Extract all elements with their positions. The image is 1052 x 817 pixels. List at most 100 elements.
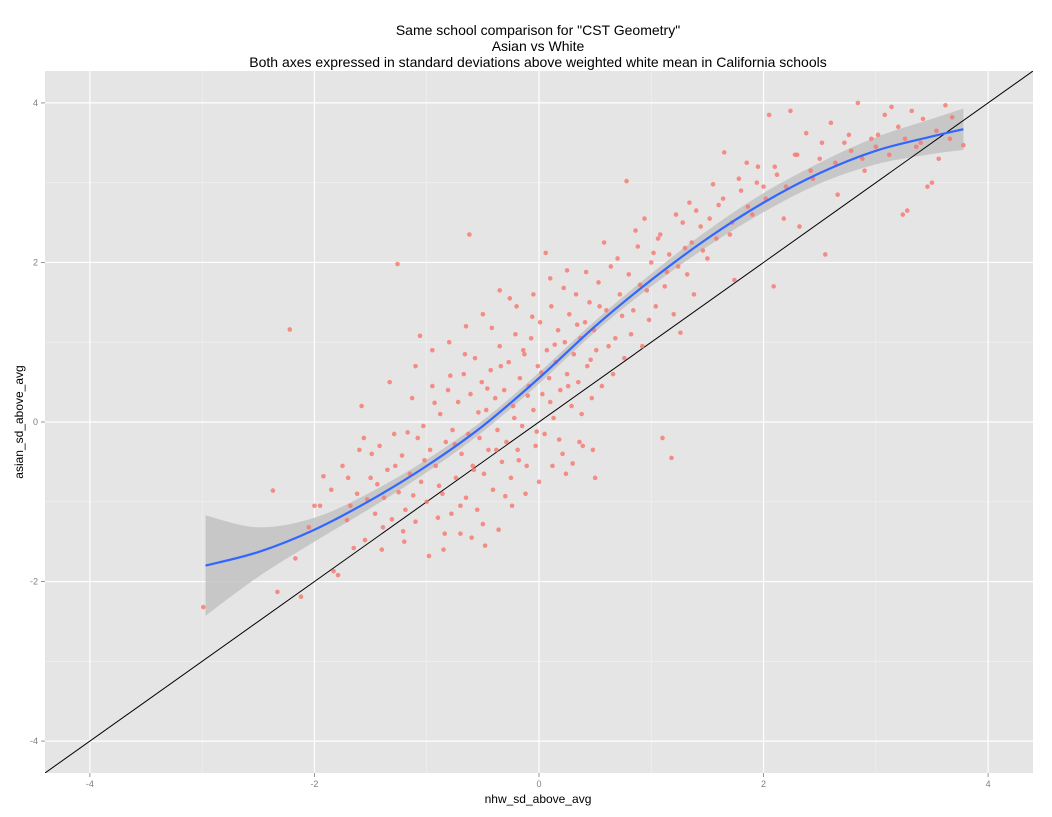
data-point (900, 212, 906, 217)
data-point (331, 568, 336, 574)
data-point (433, 463, 439, 469)
data-point (569, 403, 574, 409)
data-point (619, 313, 625, 319)
identity-reference-line (45, 71, 1033, 773)
data-point (534, 429, 540, 434)
data-point (508, 475, 514, 481)
data-point (558, 387, 563, 393)
data-point (633, 228, 638, 233)
data-point (860, 156, 865, 162)
data-point (727, 232, 733, 237)
data-point (610, 371, 616, 377)
data-point (573, 292, 579, 297)
data-point (501, 387, 507, 393)
data-point (400, 528, 406, 534)
data-point (405, 430, 410, 435)
data-point (794, 152, 800, 158)
data-point (361, 435, 367, 441)
data-point (936, 156, 941, 162)
data-point (519, 423, 525, 429)
data-point (427, 447, 433, 453)
data-point (513, 331, 518, 337)
data-point (455, 399, 461, 405)
x-axis-ticks: -4 -2 0 2 4 (86, 773, 991, 789)
data-point (471, 467, 477, 473)
data-point (547, 399, 553, 405)
data-point (503, 493, 508, 499)
data-point (873, 144, 879, 150)
data-point (744, 160, 750, 166)
data-point (846, 132, 852, 138)
data-point (714, 236, 719, 241)
data-point (615, 256, 620, 261)
data-point (477, 435, 482, 441)
data-point (774, 172, 780, 178)
data-point (354, 491, 360, 497)
data-point (606, 343, 611, 349)
y-tick-label: -2 (30, 577, 38, 587)
data-point (450, 427, 455, 433)
smooth-curve-layer (205, 128, 964, 567)
data-point (497, 288, 503, 293)
data-point (430, 383, 435, 389)
data-point (556, 437, 562, 442)
data-point (707, 216, 712, 221)
data-point (533, 443, 538, 449)
data-point (680, 220, 686, 225)
data-point (587, 300, 592, 305)
data-point (488, 367, 494, 373)
data-point (446, 339, 452, 345)
data-point (476, 410, 481, 415)
data-point (653, 304, 659, 309)
data-point (584, 363, 590, 369)
data-point (651, 250, 656, 256)
data-point (732, 277, 737, 283)
data-point (817, 156, 822, 162)
data-point (445, 387, 451, 393)
data-point (469, 535, 474, 540)
data-point (803, 130, 809, 136)
data-point (842, 140, 847, 146)
data-point (635, 244, 641, 249)
data-point (440, 491, 445, 497)
data-point (381, 495, 387, 501)
chart-subtitle-2: Both axes expressed in standard deviatio… (249, 54, 826, 70)
data-point (348, 503, 353, 509)
data-point (781, 216, 787, 221)
data-point (522, 351, 527, 357)
data-point (435, 515, 441, 521)
data-point (766, 112, 772, 118)
data-point (391, 431, 397, 437)
data-point (869, 136, 874, 142)
data-point (772, 164, 778, 170)
data-point (357, 447, 362, 453)
data-point (528, 335, 534, 341)
data-point (628, 331, 634, 337)
data-point (409, 395, 415, 401)
data-point (524, 463, 529, 469)
data-point (470, 463, 476, 469)
data-point (413, 363, 418, 369)
data-point (490, 487, 496, 493)
data-point (716, 202, 721, 208)
data-point (497, 343, 503, 349)
x-axis-label: nhw_sd_above_avg (485, 792, 592, 806)
data-point (531, 292, 536, 297)
data-point (483, 407, 489, 413)
data-point (413, 519, 418, 525)
data-point (596, 280, 601, 285)
data-point (592, 475, 598, 481)
data-point (671, 312, 677, 317)
data-point (637, 282, 643, 288)
smooth-curve (205, 128, 964, 567)
data-point (736, 176, 742, 181)
data-point (590, 447, 596, 453)
data-point (535, 363, 541, 369)
data-point (492, 395, 498, 401)
data-point (448, 373, 453, 379)
data-point (480, 312, 486, 317)
data-point (655, 236, 661, 241)
data-point (537, 319, 543, 325)
data-point (961, 142, 966, 148)
data-point (604, 308, 609, 313)
